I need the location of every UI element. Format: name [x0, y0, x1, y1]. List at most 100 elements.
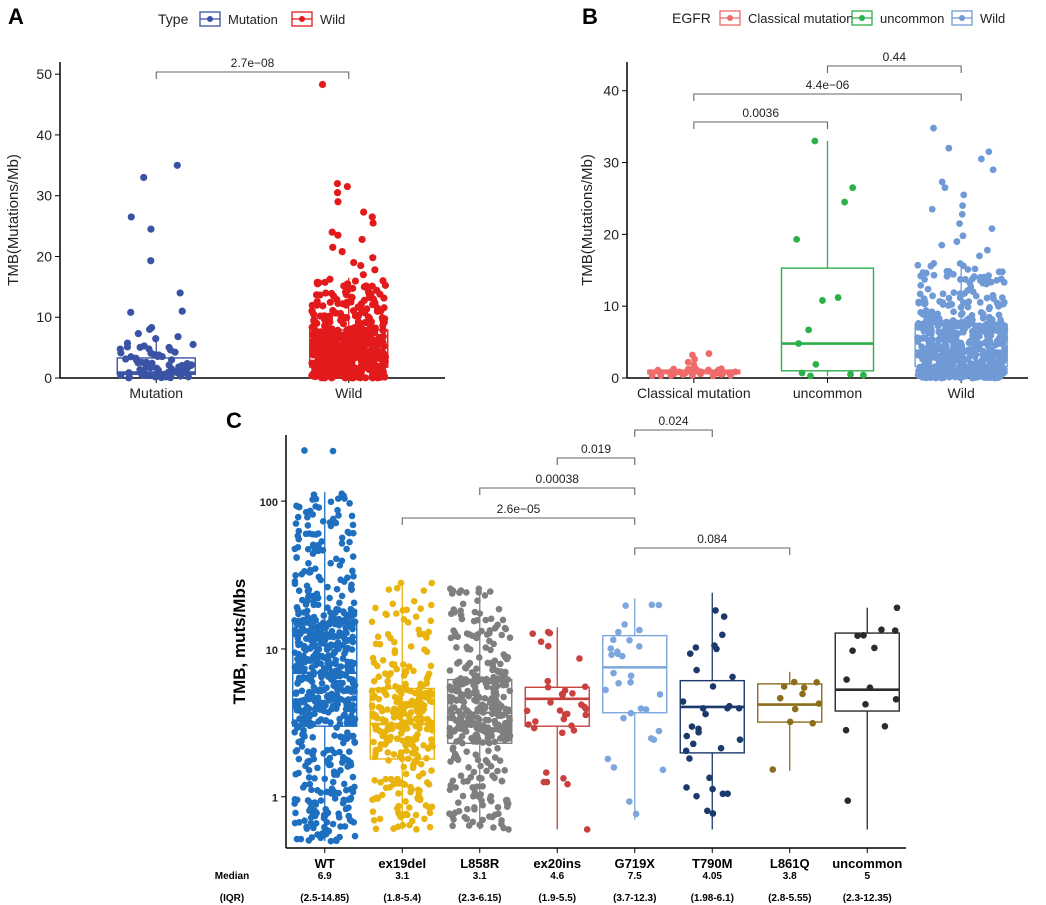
- data-point: [349, 633, 357, 641]
- data-point: [463, 748, 471, 755]
- data-point: [446, 667, 454, 674]
- data-point: [729, 673, 736, 681]
- bracket-line: [401, 517, 636, 525]
- data-point: [407, 783, 414, 791]
- bracket-line: [155, 71, 350, 79]
- data-point: [712, 607, 719, 614]
- outlier-point: [690, 361, 698, 369]
- data-point: [330, 768, 338, 775]
- data-point: [291, 796, 299, 803]
- data-point: [361, 374, 370, 382]
- data-point: [305, 766, 313, 774]
- data-point: [627, 679, 634, 686]
- data-point: [337, 663, 345, 670]
- data-point: [457, 607, 464, 615]
- data-point: [502, 625, 510, 633]
- data-point: [335, 606, 342, 614]
- data-point: [452, 784, 460, 791]
- data-point: [943, 323, 951, 331]
- data-point: [610, 669, 617, 677]
- data-point: [475, 588, 482, 596]
- data-point: [401, 781, 409, 788]
- data-point: [342, 336, 350, 344]
- data-point: [986, 358, 994, 366]
- box-group-mutation: [116, 161, 197, 382]
- data-point: [648, 601, 656, 609]
- data-point: [971, 340, 979, 348]
- p-value-label: 0.0036: [742, 106, 779, 120]
- stats-row-label-median: Median: [215, 871, 249, 882]
- y-tick-label: 0: [611, 370, 619, 386]
- iqr-box: [447, 678, 513, 744]
- outlier-point: [985, 148, 993, 156]
- data-point: [366, 293, 374, 302]
- data-point: [293, 502, 300, 510]
- data-point: [460, 703, 467, 711]
- data-point: [326, 325, 335, 333]
- data-point: [297, 835, 305, 843]
- y-tick-label: 40: [603, 83, 619, 99]
- data-point: [720, 613, 728, 620]
- data-point: [371, 364, 380, 372]
- data-point: [659, 766, 667, 774]
- data-point: [322, 289, 330, 297]
- data-point: [330, 633, 337, 641]
- data-point: [122, 355, 130, 363]
- data-point: [338, 540, 346, 547]
- data-point: [558, 729, 566, 737]
- data-point: [460, 778, 467, 785]
- data-point: [984, 276, 992, 284]
- data-point: [736, 736, 744, 743]
- data-point: [454, 686, 462, 694]
- data-point: [464, 805, 471, 813]
- data-point: [470, 719, 477, 727]
- data-point: [930, 259, 938, 267]
- bracket-line: [556, 457, 636, 465]
- data-point: [318, 680, 326, 687]
- data-point: [397, 579, 405, 587]
- data-point: [350, 695, 357, 702]
- data-point: [377, 704, 385, 712]
- outlier-point: [338, 248, 346, 256]
- stats-iqr-value: (1.8-5.4): [383, 893, 421, 904]
- data-point: [336, 672, 344, 680]
- data-point: [947, 370, 955, 378]
- outlier-point: [357, 261, 365, 270]
- outlier-point: [945, 144, 953, 152]
- data-point: [481, 592, 489, 599]
- iqr-box: [780, 267, 875, 372]
- data-point: [368, 374, 377, 382]
- stats-median-value: 3.8: [783, 871, 797, 882]
- iqr-box: [309, 329, 389, 368]
- data-point: [453, 754, 461, 762]
- data-point: [324, 583, 331, 591]
- data-point: [637, 705, 645, 712]
- data-point: [425, 724, 432, 732]
- data-point: [400, 701, 408, 708]
- outlier-point: [174, 333, 182, 341]
- data-point: [973, 371, 981, 379]
- data-point: [125, 374, 133, 382]
- data-point: [311, 364, 319, 372]
- data-point: [719, 631, 726, 639]
- data-point: [136, 343, 144, 351]
- outlier-point: [983, 246, 991, 254]
- legend-b-key-wild: [951, 10, 973, 26]
- data-point: [390, 780, 398, 788]
- data-point: [491, 774, 498, 782]
- box-group-l858r: [446, 585, 514, 833]
- data-point: [317, 797, 325, 804]
- outlier-point: [334, 231, 342, 239]
- iqr-box: [116, 357, 196, 376]
- data-point: [984, 336, 991, 344]
- data-point: [339, 739, 347, 747]
- data-point: [320, 665, 328, 672]
- data-point: [695, 725, 702, 733]
- data-point: [622, 602, 629, 610]
- data-point: [916, 290, 924, 298]
- x-tick-label: T790M: [692, 856, 732, 871]
- data-point: [326, 275, 334, 283]
- data-point: [382, 775, 390, 783]
- data-point: [412, 758, 420, 765]
- data-point: [416, 631, 424, 638]
